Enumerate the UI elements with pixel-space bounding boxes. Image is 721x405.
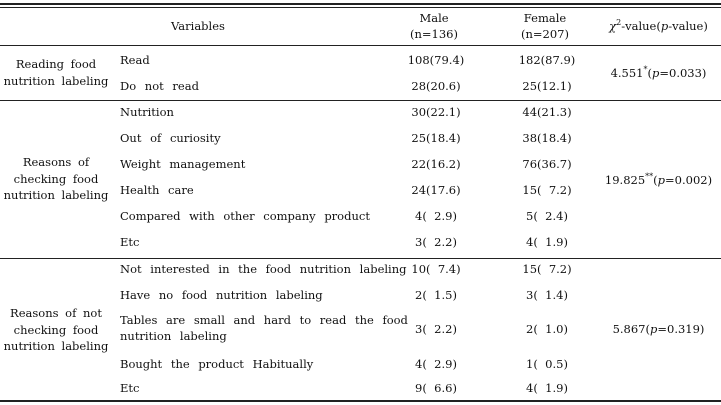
row-female: 3( 1.4) [526,288,568,302]
group1-bottom-rule [0,100,721,101]
row-label: Health care [120,183,194,197]
group2-bottom-rule [0,258,721,259]
row-label-line: Tables are small and hard to read the fo… [120,313,408,327]
group-label-line: checking food [13,171,99,186]
row-female: 76(36.7) [522,157,572,171]
row-label: Bought the product Habitually [120,357,314,371]
header-female-n: (n=207) [521,27,569,41]
row-label-wrapped: Tables are small and hard to read the fo… [120,312,408,344]
group-reasons-checking-label: Reasons of checking food nutrition label… [0,154,112,204]
chi-superscript: 2 [616,18,622,27]
group-reasons-not-checking-label: Reasons of not checking food nutrition l… [0,305,112,355]
row-male: 24(17.6) [411,183,461,197]
group-label-line: Reasons of not [10,306,102,320]
chi-p-value: =0.033) [659,66,707,80]
group-label-line: Reading food [15,57,97,71]
chi-paren: ( [645,322,651,336]
row-label: Read [120,53,150,67]
group-label-line: nutrition labeling [3,188,109,202]
row-female: 182(87.9) [518,53,576,67]
header-female: Female (n=207) [510,10,580,42]
row-label: Out of curiosity [120,131,221,145]
row-male: 108(79.4) [407,53,465,67]
row-female: 25(12.1) [522,79,572,93]
chi-number: 5.867 [612,322,646,336]
group-label-line: checking food [13,322,99,337]
row-label: Etc [120,381,140,395]
chi-value-text: -value( [621,19,661,33]
row-female: 4( 1.9) [526,381,568,395]
group-label-line: nutrition labeling [3,339,109,353]
header-bottom-rule [0,45,721,46]
chi-p: p [660,19,669,33]
row-label: Weight management [120,157,246,171]
chi-number: 19.825 [604,173,646,187]
row-female: 15( 7.2) [522,183,572,197]
row-male: 2( 1.5) [415,288,457,302]
row-female: 4( 1.9) [526,235,568,249]
row-male: 3( 2.2) [415,322,457,336]
row-female: 5( 2.4) [526,209,568,223]
row-male: 10( 7.4) [411,262,461,276]
chi-number: 4.551 [610,66,644,80]
row-label: Compared with other company product [120,209,370,223]
table-top-rule [0,3,721,5]
chi-symbol: χ [609,19,617,33]
row-label: Do not read [120,79,199,93]
header-chi-square: χ2-value(p-value) [596,18,721,34]
header-female-label: Female [523,11,567,25]
chi-p: p [650,322,658,336]
row-male: 28(20.6) [411,79,461,93]
row-female: 44(21.3) [522,105,572,119]
row-male: 25(18.4) [411,131,461,145]
row-label: Nutrition [120,105,174,119]
row-male: 4( 2.9) [415,209,457,223]
row-male: 4( 2.9) [415,357,457,371]
group-label-line: Reasons of [22,155,90,169]
row-male: 22(16.2) [411,157,461,171]
row-male: 3( 2.2) [415,235,457,249]
table-bottom-rule [0,400,721,402]
row-female: 2( 1.0) [526,322,568,336]
row-female: 1( 0.5) [526,357,568,371]
row-label-line: nutrition labeling [120,329,227,343]
row-label: Etc [120,235,140,249]
chi-p-value: =0.002) [665,173,713,187]
chi-p-value: =0.319) [657,322,705,336]
row-label: Not interested in the food nutrition lab… [120,262,407,276]
group-chi-value: 5.867(p=0.319) [596,321,721,337]
chi-value-close: -value) [668,19,708,33]
row-female: 15( 7.2) [522,262,572,276]
header-male: Male (n=136) [399,10,469,42]
chi-paren: ( [647,66,653,80]
chi-paren: ( [653,173,658,187]
table-top-rule-inner [0,7,721,8]
group-chi-value: 4.551*(p=0.033) [596,65,721,81]
header-male-label: Male [419,11,449,25]
chi-p: p [652,66,660,80]
row-male: 30(22.1) [411,105,461,119]
row-male: 9( 6.6) [415,381,457,395]
chi-significance: ** [645,172,654,181]
group-chi-value: 19.825**(p=0.002) [596,172,721,188]
group-reading-label: Reading food nutrition labeling [0,56,112,89]
header-male-n: (n=136) [410,27,458,41]
header-variables: Variables [171,19,225,33]
row-label: Have no food nutrition labeling [120,288,323,302]
group-label-line: nutrition labeling [3,73,109,88]
chi-p: p [657,173,666,187]
row-female: 38(18.4) [522,131,572,145]
chi-significance: * [643,65,648,74]
